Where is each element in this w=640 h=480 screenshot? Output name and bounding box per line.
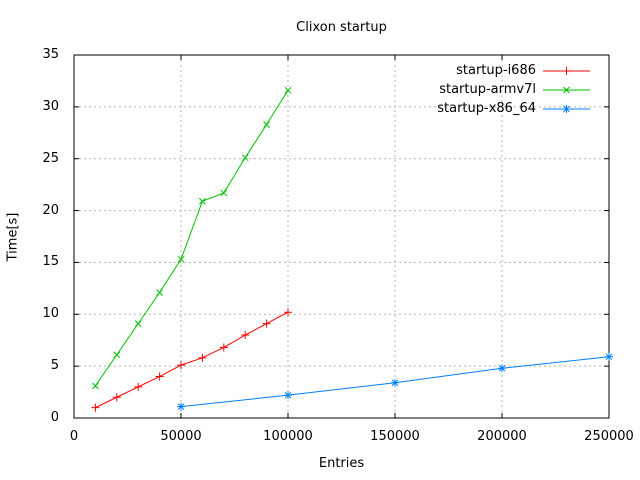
y-tick-label: 30 — [42, 98, 59, 114]
x-axis-label: Entries — [318, 456, 365, 471]
x-tick-label: 0 — [69, 429, 79, 444]
x-tick-label: 50000 — [160, 429, 202, 444]
y-tick-label: 20 — [42, 202, 59, 218]
x-tick-label: 250000 — [584, 429, 634, 444]
x-tick-label: 200000 — [477, 429, 527, 444]
y-tick-label: 35 — [42, 47, 59, 62]
y-tick-label: 5 — [50, 358, 59, 374]
x-tick-label: 100000 — [263, 429, 313, 444]
y-tick-label: 15 — [42, 254, 59, 270]
series-line-startup-armv7l — [94, 89, 289, 387]
series-markers-startup-i686 — [91, 308, 292, 412]
legend: startup-i686 startup-armv7l startup-x86_64 — [0, 61, 590, 118]
series-line-startup-i686 — [95, 311, 289, 409]
series-markers-startup-x86_64 — [177, 352, 613, 411]
y-tick-label: 10 — [42, 306, 59, 322]
legend-item-startup-x86_64: startup-x86_64 — [0, 99, 590, 118]
legend-sample-line — [543, 104, 590, 113]
legend-label: startup-x86_64 — [437, 101, 536, 116]
plot-border — [73, 54, 610, 419]
legend-sample-line — [543, 86, 590, 93]
legend-sample-line — [543, 66, 590, 75]
x-tick-label: 150000 — [370, 429, 420, 444]
legend-label: startup-armv7l — [439, 82, 536, 97]
legend-item-startup-armv7l: startup-armv7l — [0, 80, 590, 99]
series-markers-startup-armv7l — [92, 86, 292, 390]
legend-item-startup-i686: startup-i686 — [0, 61, 590, 80]
y-tick-label: 0 — [50, 410, 59, 425]
chart-title: Clixon startup — [296, 20, 387, 35]
y-tick-label: 25 — [42, 150, 59, 166]
legend-label: startup-i686 — [456, 63, 536, 78]
